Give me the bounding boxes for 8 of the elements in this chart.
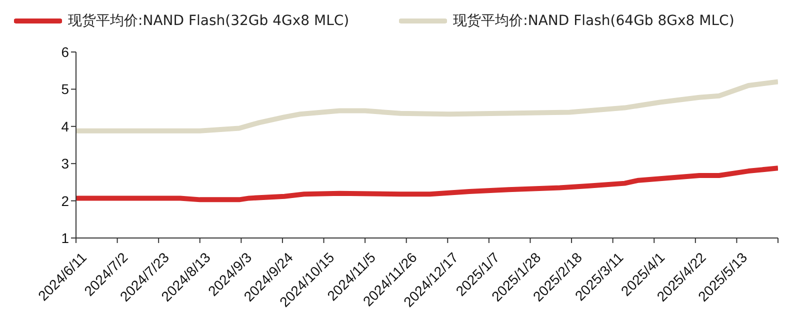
legend-label: 现货平均价:NAND Flash(32Gb 4Gx8 MLC) bbox=[68, 12, 350, 30]
y-tick-label: 6 bbox=[61, 44, 70, 60]
y-tick-label: 2 bbox=[61, 192, 70, 209]
y-tick-label: 3 bbox=[61, 156, 70, 172]
y-tick-label: 5 bbox=[61, 81, 70, 98]
legend-label: 现货平均价:NAND Flash(64Gb 8Gx8 MLC) bbox=[453, 12, 734, 30]
y-tick-label: 4 bbox=[61, 118, 70, 134]
y-tick-label: 1 bbox=[61, 230, 70, 246]
